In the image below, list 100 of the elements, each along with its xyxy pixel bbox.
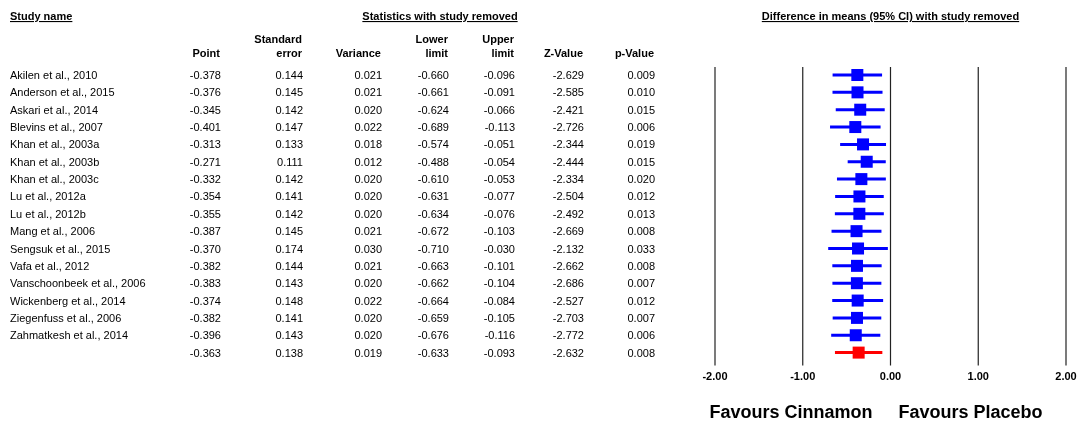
text: -2.632 [552, 346, 584, 359]
text: Khan et al., 2003c [10, 173, 100, 186]
text: -0.378 [189, 69, 221, 81]
text: -0.662 [417, 277, 449, 290]
text: -0.030 [483, 242, 515, 255]
point [853, 190, 866, 203]
text: -0.396 [189, 329, 221, 342]
chart-title: Difference in means (95% CI) with study removed [761, 10, 1020, 22]
text: 0.020 [627, 173, 655, 186]
text: Wickenberg et al., 2014 [10, 294, 126, 307]
text: 0.013 [627, 207, 655, 220]
text: Zahmatkesh et al., 2014 [10, 329, 129, 342]
category-label: Upper limit [482, 33, 515, 59]
text: -0.076 [483, 207, 515, 220]
text: -0.382 [189, 311, 221, 324]
point [851, 69, 864, 81]
point [850, 225, 863, 238]
x-tick-label: -2.00 [702, 370, 728, 382]
text: Lu et al., 2012a [10, 190, 87, 203]
category-label: Variance [335, 47, 381, 59]
text: -0.066 [483, 103, 515, 116]
text: 0.147 [275, 121, 303, 134]
text: 0.142 [275, 103, 303, 116]
text: Mang et al., 2006 [10, 225, 96, 238]
text: 0.012 [627, 294, 655, 307]
text: -0.401 [189, 121, 221, 134]
text: -0.332 [189, 173, 221, 186]
point [857, 138, 870, 151]
text: -0.661 [417, 86, 449, 99]
text: 0.148 [275, 294, 303, 307]
text: -2.492 [552, 207, 584, 220]
text: -0.663 [417, 259, 449, 272]
text: -0.624 [417, 103, 449, 116]
text: -0.664 [417, 294, 449, 307]
text: 0.142 [275, 173, 303, 186]
text: -0.488 [417, 155, 449, 168]
text: 0.138 [275, 346, 303, 359]
text: 0.021 [354, 259, 382, 272]
text: 0.143 [275, 277, 303, 290]
category-label: Study name [10, 10, 73, 22]
text: -0.103 [483, 225, 515, 238]
text: -0.053 [483, 173, 515, 186]
text: -2.444 [552, 155, 584, 168]
text: -0.689 [417, 121, 449, 134]
text: 0.006 [627, 121, 655, 134]
text: 0.020 [354, 190, 382, 203]
text: -2.344 [552, 138, 584, 151]
text: Vanschoonbeek et al., 2006 [10, 277, 146, 290]
text: 0.022 [354, 121, 382, 134]
text: -2.585 [552, 86, 584, 99]
text: Khan et al., 2003b [10, 155, 100, 168]
x-tick-label: 2.00 [1055, 370, 1077, 382]
text: 0.111 [277, 155, 303, 168]
text: 0.022 [354, 294, 382, 307]
text: -2.334 [552, 173, 584, 186]
text: Blevins et al., 2007 [10, 121, 103, 134]
text: 0.010 [627, 86, 655, 99]
text: Statistics with study removed [362, 10, 518, 22]
text: -0.051 [483, 138, 515, 151]
text: 0.141 [275, 311, 303, 324]
text: 0.019 [354, 346, 382, 359]
text: -0.383 [189, 277, 221, 290]
point [851, 294, 864, 307]
text: Favours Placebo [898, 402, 1043, 422]
text: Vafa et al., 2012 [10, 259, 90, 272]
text: -0.101 [483, 259, 515, 272]
point [860, 155, 873, 168]
text: -0.077 [483, 190, 515, 203]
text: 0.020 [354, 311, 382, 324]
text: -0.374 [189, 294, 221, 307]
text: -0.345 [189, 103, 221, 116]
text: 0.015 [627, 155, 655, 168]
text: 0.015 [627, 103, 655, 116]
text: 0.020 [354, 103, 382, 116]
x-tick-label: 1.00 [967, 370, 989, 382]
text: -0.659 [417, 311, 449, 324]
text: 0.174 [275, 242, 303, 255]
text: -2.726 [552, 121, 584, 134]
point [850, 277, 863, 290]
point [849, 329, 862, 342]
text: 0.143 [275, 329, 303, 342]
text: -0.093 [483, 346, 515, 359]
category-label: Standard error [254, 33, 303, 59]
text: -0.096 [483, 69, 515, 81]
text: Khan et al., 2003a [10, 138, 101, 151]
text: -0.574 [417, 138, 449, 151]
text: Akilen et al., 2010 [10, 69, 98, 81]
text: -2.772 [552, 329, 584, 342]
text: -2.629 [552, 69, 584, 81]
category-label: p-Value [614, 47, 654, 59]
text: -0.313 [189, 138, 221, 151]
text: -0.676 [417, 329, 449, 342]
text: -2.703 [552, 311, 584, 324]
text: 0.008 [627, 259, 655, 272]
point [852, 242, 865, 255]
point [853, 207, 866, 220]
text: -0.631 [417, 190, 449, 203]
text: 0.012 [354, 155, 382, 168]
text: -2.132 [552, 242, 584, 255]
text: -2.527 [552, 294, 584, 307]
